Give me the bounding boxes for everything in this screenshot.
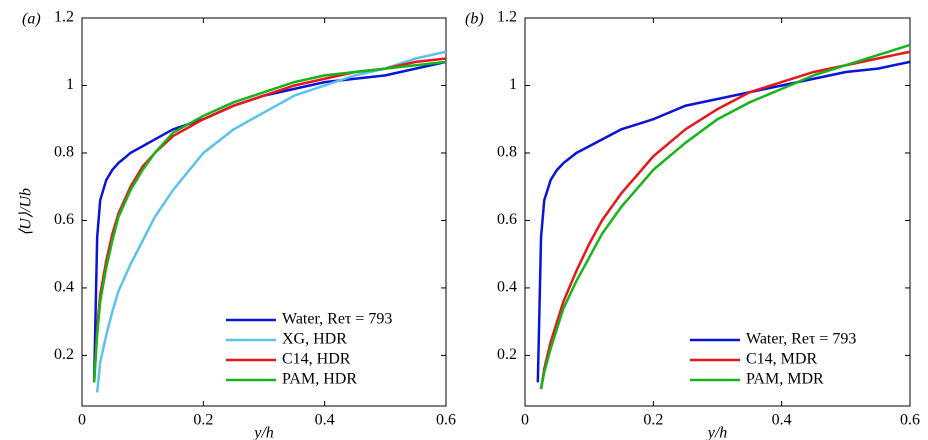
series-line: [92, 60, 447, 383]
y-tick-label: 0.2: [54, 346, 74, 363]
legend-label: C14, HDR: [282, 351, 351, 368]
y-tick-label: 0.2: [497, 346, 517, 363]
y-tick-label: 1: [66, 76, 74, 93]
y-tick-label: 1: [509, 76, 517, 93]
series-line: [92, 57, 447, 383]
panel-label: (a): [22, 11, 41, 28]
y-tick-label: 0.8: [497, 144, 517, 161]
x-tick-label: 0.6: [436, 412, 456, 429]
plot-frame: [524, 17, 911, 407]
y-tick-label: 0.4: [497, 279, 517, 296]
x-tick-label: 0: [78, 412, 86, 429]
legend-label: PAM, MDR: [746, 371, 824, 388]
y-axis-label: ⟨U⟩/Ub: [18, 188, 35, 236]
series-line: [539, 43, 911, 390]
panel-label: (b): [465, 11, 484, 28]
x-axis-label: y/h: [252, 425, 274, 440]
legend-label: PAM, HDR: [282, 371, 357, 388]
x-tick-label: 0.2: [193, 412, 213, 429]
x-tick-label: 0.4: [772, 412, 792, 429]
legend-label: XG, HDR: [282, 331, 347, 348]
plot-frame: [81, 17, 447, 407]
y-tick-label: 0.4: [54, 279, 74, 296]
series-line: [95, 50, 447, 393]
legend-label: C14, MDR: [746, 351, 817, 368]
series-line: [536, 60, 911, 383]
x-tick-label: 0.6: [900, 412, 920, 429]
x-tick-label: 0: [521, 412, 529, 429]
y-tick-label: 1.2: [54, 9, 74, 26]
series-line: [539, 50, 911, 390]
x-tick-label: 0.4: [315, 412, 335, 429]
y-tick-label: 0.6: [497, 211, 517, 228]
y-tick-label: 0.6: [54, 211, 74, 228]
legend-label: Water, Reτ = 793: [746, 331, 856, 348]
y-tick-label: 1.2: [497, 9, 517, 26]
legend-label: Water, Reτ = 793: [282, 311, 392, 328]
x-tick-label: 0.2: [643, 412, 663, 429]
series-line: [92, 60, 447, 383]
x-axis-label: y/h: [706, 425, 728, 440]
y-tick-label: 0.8: [54, 144, 74, 161]
